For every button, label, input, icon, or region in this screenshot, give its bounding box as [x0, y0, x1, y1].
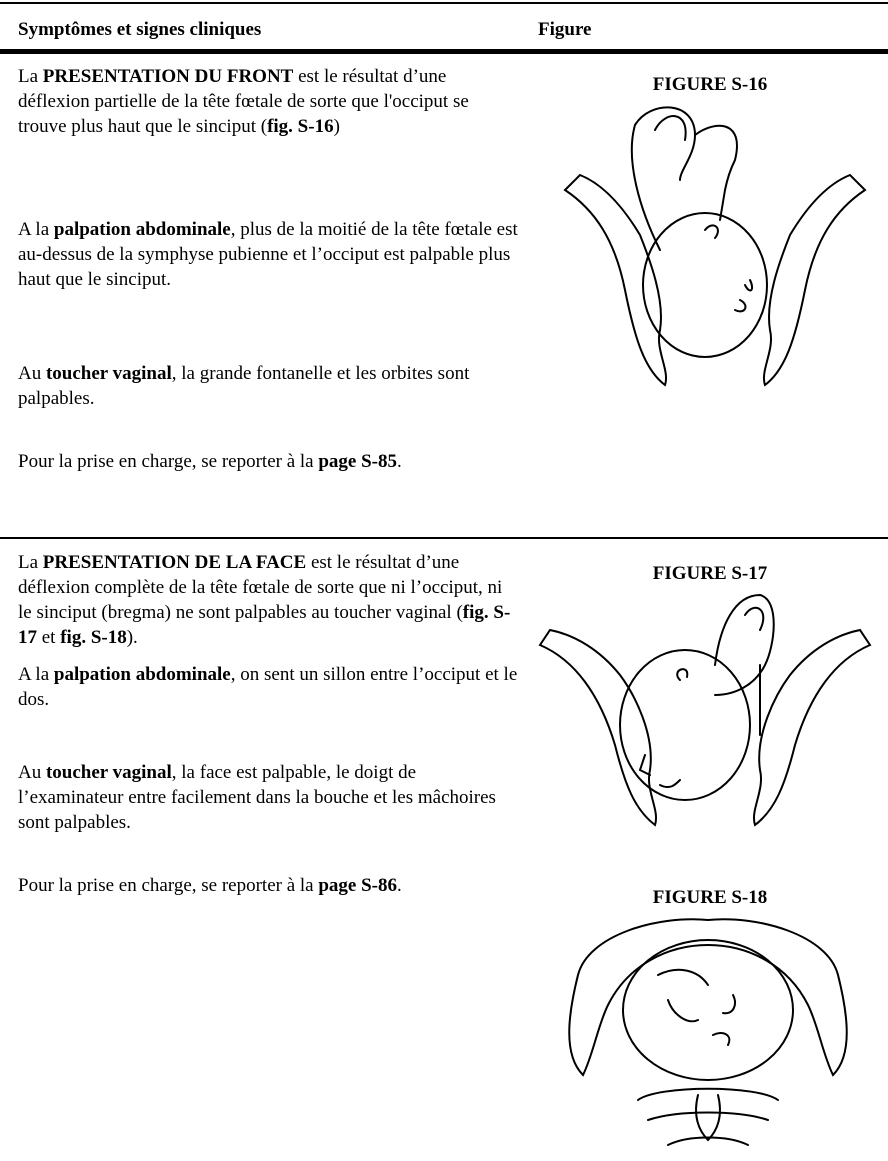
bold-text: fig. S-17	[18, 602, 511, 648]
paragraph: Au toucher vaginal, la face est palpable…	[18, 760, 518, 835]
figure-illustration	[563, 106, 867, 387]
column-header: Symptômes et signes cliniques	[18, 19, 262, 40]
column-header: Figure	[538, 19, 592, 40]
text-run: est le résultat d’une déflexion complète…	[18, 552, 503, 623]
bold-text: fig. S-16	[267, 116, 334, 137]
bold-text: palpation abdominale	[53, 664, 231, 685]
top-rule	[0, 2, 888, 4]
figure-label: FIGURE S-16	[652, 74, 768, 95]
paragraph: Pour la prise en charge, se reporter à l…	[18, 449, 518, 474]
bold-text: page S-85	[318, 451, 398, 472]
figure-illustration	[538, 593, 872, 827]
paragraph: A la palpation abdominale, plus de la mo…	[18, 217, 518, 292]
text-run: , la grande fontanelle et les orbites so…	[18, 363, 470, 409]
bold-text: toucher vaginal	[45, 762, 172, 783]
bold-text: palpation abdominale	[53, 219, 231, 240]
figure-illustration	[568, 918, 848, 1146]
text-run: Pour la prise en charge, se reporter à l…	[18, 875, 319, 896]
text-run: .	[397, 451, 402, 472]
text-run: , la face est palpable, le doigt de l’ex…	[18, 762, 496, 833]
paragraph: La PRESENTATION DU FRONT est le résultat…	[18, 64, 518, 139]
text-run: Pour la prise en charge, se reporter à l…	[18, 451, 319, 472]
bold-text: PRESENTATION DU FRONT	[42, 66, 294, 87]
row-rule	[0, 537, 888, 539]
bold-text: PRESENTATION DE LA FACE	[42, 552, 307, 573]
text-run: A la	[18, 219, 54, 240]
paragraph: Au toucher vaginal, la grande fontanelle…	[18, 361, 518, 411]
paragraph: La PRESENTATION DE LA FACE est le résult…	[18, 550, 518, 650]
bold-text: fig. S-18	[60, 627, 127, 648]
text-run: , plus de la moitié de la tête fœtale es…	[18, 219, 518, 290]
bold-text: toucher vaginal	[45, 363, 172, 384]
bold-text: page S-86	[318, 875, 398, 896]
text-run: ).	[126, 627, 138, 648]
text-run: Au	[18, 762, 46, 783]
text-run: et	[37, 627, 61, 648]
text-run: La	[18, 552, 43, 573]
text-run: est le résultat d’une déflexion partiell…	[18, 66, 469, 137]
figure-label: FIGURE S-18	[652, 887, 768, 908]
text-run: A la	[18, 664, 54, 685]
header-rule	[0, 49, 888, 54]
figure-label: FIGURE S-17	[652, 563, 768, 584]
text-run: )	[333, 116, 340, 137]
text-run: , on sent un sillon entre l’occiput et l…	[18, 664, 518, 710]
paragraph: Pour la prise en charge, se reporter à l…	[18, 873, 518, 898]
text-run: .	[397, 875, 402, 896]
text-run: Au	[18, 363, 46, 384]
text-run: La	[18, 66, 43, 87]
paragraph: A la palpation abdominale, on sent un si…	[18, 662, 518, 712]
